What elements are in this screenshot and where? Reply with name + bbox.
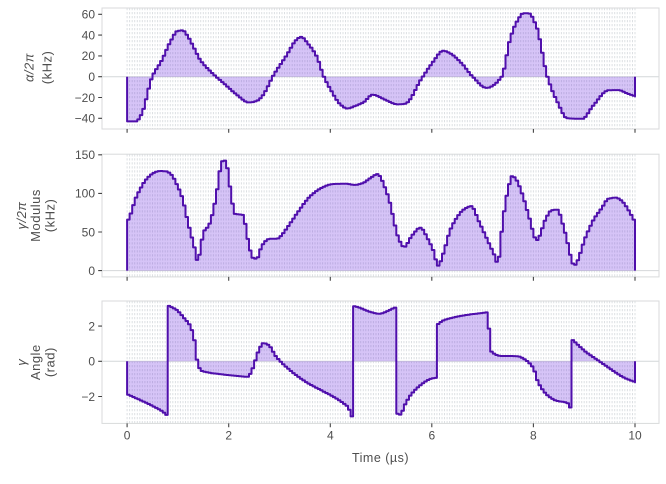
svg-text:Angle: Angle bbox=[28, 344, 43, 380]
svg-text:−40: −40 bbox=[75, 112, 96, 126]
svg-text:150: 150 bbox=[75, 148, 95, 162]
svg-text:0: 0 bbox=[88, 70, 95, 84]
svg-text:60: 60 bbox=[82, 8, 96, 22]
svg-text:γ/2π: γ/2π bbox=[14, 201, 29, 229]
svg-text:−20: −20 bbox=[75, 91, 96, 105]
svg-text:0: 0 bbox=[124, 429, 131, 443]
svg-text:50: 50 bbox=[82, 225, 96, 239]
svg-text:γ: γ bbox=[14, 358, 29, 366]
svg-text:2: 2 bbox=[88, 319, 95, 333]
svg-text:Time (µs): Time (µs) bbox=[352, 451, 409, 465]
svg-text:−2: −2 bbox=[81, 390, 95, 404]
svg-text:Modulus: Modulus bbox=[28, 189, 43, 242]
svg-text:4: 4 bbox=[327, 429, 334, 443]
svg-text:α/2π: α/2π bbox=[22, 53, 37, 82]
svg-text:(rad): (rad) bbox=[42, 347, 57, 377]
svg-text:20: 20 bbox=[82, 49, 96, 63]
svg-text:8: 8 bbox=[530, 429, 537, 443]
svg-text:0: 0 bbox=[88, 264, 95, 278]
svg-text:2: 2 bbox=[225, 429, 232, 443]
svg-text:100: 100 bbox=[75, 187, 95, 201]
svg-text:10: 10 bbox=[628, 429, 642, 443]
svg-text:(kHz): (kHz) bbox=[40, 51, 55, 85]
svg-text:6: 6 bbox=[428, 429, 435, 443]
svg-text:40: 40 bbox=[82, 28, 96, 42]
svg-text:(kHz): (kHz) bbox=[42, 199, 57, 233]
svg-text:0: 0 bbox=[88, 355, 95, 369]
